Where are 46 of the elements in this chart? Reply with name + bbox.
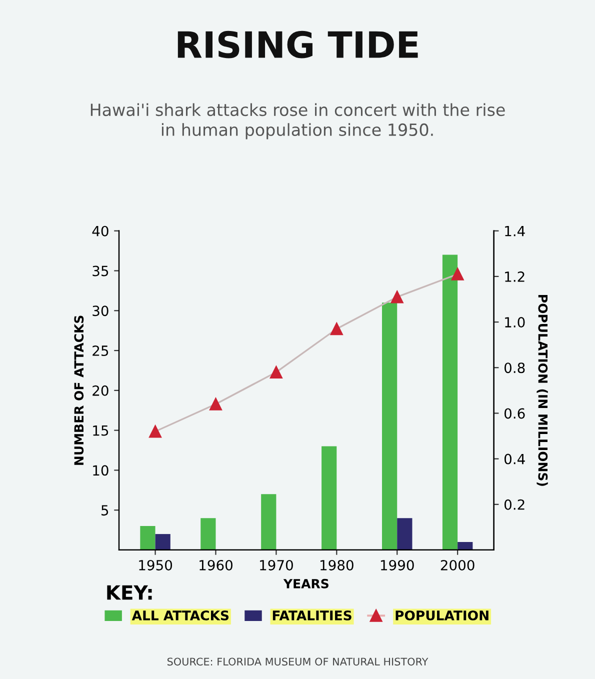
y-tick-label: 20 bbox=[92, 385, 108, 396]
x-axis-title: YEARS bbox=[283, 578, 328, 588]
legend-label: ALL ATTACKS bbox=[132, 610, 229, 620]
x-tick-label: 1960 bbox=[200, 560, 232, 570]
legend-label: POPULATION bbox=[396, 610, 488, 620]
y-axis-title: NUMBER OF ATTACKS bbox=[74, 316, 84, 465]
x-tick-label: 1970 bbox=[260, 560, 293, 570]
y2-tick-label: 0.8 bbox=[504, 362, 525, 374]
y-tick-label: 15 bbox=[93, 425, 108, 436]
bar bbox=[261, 494, 276, 550]
point bbox=[451, 268, 464, 280]
chart-title: RISING TIDE bbox=[178, 30, 418, 58]
x-tick-label: 1950 bbox=[139, 560, 172, 570]
bar bbox=[397, 518, 412, 550]
point bbox=[149, 425, 162, 438]
point bbox=[270, 366, 282, 378]
y-tick-label: 10 bbox=[93, 465, 108, 476]
y2-tick-label: 0.4 bbox=[504, 454, 525, 464]
chart-subtitle: Hawai'i shark attacks rose in concert with the rise in human population since 1950. bbox=[90, 103, 505, 140]
bar bbox=[155, 534, 170, 550]
bar bbox=[458, 542, 473, 550]
point bbox=[209, 398, 222, 410]
bar bbox=[382, 302, 398, 550]
y2-tick-label: 1.2 bbox=[505, 271, 524, 282]
legend-title: KEY: bbox=[107, 585, 152, 600]
point bbox=[330, 322, 343, 336]
y2-tick-label: 0.6 bbox=[504, 408, 525, 419]
point bbox=[390, 290, 404, 304]
bar bbox=[322, 446, 337, 550]
y-tick-label: 40 bbox=[92, 226, 108, 236]
y2-axis-title: POPULATION (IN MILLIONS) bbox=[536, 295, 548, 486]
y2-tick-label: 0.2 bbox=[504, 499, 524, 510]
bar bbox=[200, 518, 216, 550]
x-tick-label: 2000 bbox=[440, 560, 474, 570]
y2-tick-label: 1.0 bbox=[505, 317, 525, 328]
y2-tick-label: 1.4 bbox=[505, 226, 525, 236]
x-tick-label: 1990 bbox=[380, 560, 414, 570]
x-tick-label: 1980 bbox=[320, 560, 354, 570]
y-tick-label: 35 bbox=[92, 266, 108, 276]
bar bbox=[140, 526, 156, 550]
y-tick-label: 5 bbox=[102, 505, 108, 516]
bar bbox=[442, 254, 458, 550]
y-tick-label: 25 bbox=[92, 346, 108, 356]
y-tick-label: 30 bbox=[92, 306, 108, 316]
source-note: SOURCE: FLORIDA MUSEUM OF NATURAL HISTORY bbox=[167, 658, 428, 666]
legend-label: FATALITIES bbox=[272, 610, 352, 620]
